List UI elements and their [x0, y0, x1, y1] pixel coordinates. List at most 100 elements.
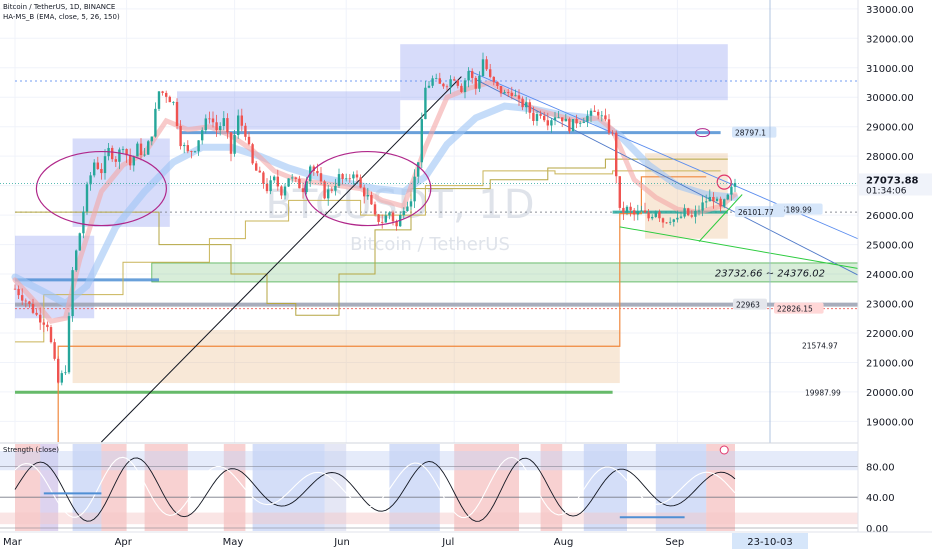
candle-body — [481, 59, 485, 76]
candle-body — [121, 149, 125, 150]
candle-body — [13, 288, 17, 290]
price-tick-label: 19000.00 — [866, 417, 914, 428]
candle-body — [129, 155, 132, 166]
oscillator-strip — [223, 444, 246, 531]
candle-body — [21, 295, 24, 301]
candle-body — [564, 118, 567, 122]
candle-body — [618, 176, 621, 208]
candle-body — [269, 180, 272, 192]
candle-body — [258, 170, 261, 173]
candle-body — [179, 125, 182, 147]
candle-body — [287, 178, 290, 187]
oscillator-legend[interactable]: Strength (close) — [3, 446, 59, 454]
zone-orange-support — [72, 330, 620, 384]
candle-body — [53, 342, 56, 359]
strength-line-fast — [14, 457, 736, 522]
candle-body — [49, 327, 53, 343]
price-tick-label: 25000.00 — [866, 241, 914, 252]
candle-body — [147, 141, 150, 155]
oscillator-strip — [324, 444, 347, 531]
candle-body — [579, 122, 582, 124]
price-tick-label: 30000.00 — [866, 93, 914, 104]
last-price-value: 27073.88 — [866, 175, 919, 186]
candle-body — [697, 210, 701, 212]
candle-body — [643, 210, 647, 213]
oscillator-pane — [0, 443, 858, 532]
candle-body — [600, 115, 603, 117]
candle-body — [60, 373, 63, 383]
candle-body — [456, 80, 459, 86]
candle-body — [89, 175, 92, 185]
candle-body — [291, 177, 294, 179]
candle-body — [157, 91, 161, 109]
symbol-legend[interactable]: Bitcoin / TetherUS, 1D, BINANCE — [3, 3, 116, 11]
candle-body — [244, 125, 247, 137]
oscillator-strip — [540, 444, 563, 531]
candle-body — [391, 212, 395, 222]
candle-body — [118, 149, 121, 162]
candle-body — [445, 86, 449, 88]
candle-body — [417, 162, 420, 177]
candle-body — [348, 178, 351, 180]
candle-body — [17, 288, 20, 296]
candle-body — [471, 71, 474, 78]
oscillator-strip — [15, 444, 41, 531]
candle-body — [424, 87, 427, 120]
candle-body — [557, 117, 560, 119]
candle-body — [499, 85, 503, 94]
candle-body — [676, 217, 679, 220]
candle-body — [226, 118, 229, 133]
price-tick-label: 29000.00 — [866, 123, 914, 134]
candle-body — [701, 202, 704, 211]
candle-body — [273, 176, 276, 181]
candle-body — [543, 115, 546, 121]
candle-body — [460, 85, 463, 93]
candle-body — [219, 126, 222, 131]
candle-body — [190, 151, 193, 152]
trendline-green — [619, 226, 865, 271]
price-tick-label: 33000.00 — [866, 5, 914, 16]
price-tick-label: 20000.00 — [866, 388, 914, 399]
annotation-circle-price — [716, 174, 732, 190]
price-tick-label: 24000.00 — [866, 270, 914, 281]
candle-body — [75, 250, 78, 271]
candle-body — [647, 212, 650, 219]
candle-body — [355, 174, 359, 178]
candle-body — [186, 145, 189, 152]
oscillator-tick-label: 80.00 — [866, 462, 895, 473]
candle-body — [208, 118, 211, 120]
candle-body — [672, 219, 675, 222]
price-tick-label: 31000.00 — [866, 64, 914, 75]
candle-body — [366, 195, 369, 197]
time-tick-label: Jun — [333, 537, 350, 548]
indicator-legend[interactable]: HA-MS_B (EMA, close, 5, 26, 150) — [3, 13, 120, 21]
candle-body — [229, 132, 233, 154]
level-label: 28797.1 — [735, 129, 766, 138]
candle-body — [337, 174, 341, 186]
candle-body — [427, 85, 431, 88]
level-label: 26189.99 — [776, 206, 812, 215]
candle-body — [431, 78, 434, 86]
candle-body — [211, 118, 215, 123]
candle-body — [550, 120, 553, 126]
candle-body — [96, 162, 99, 169]
candle-body — [255, 163, 258, 171]
countdown-value: 01:34:06 — [866, 186, 907, 196]
candle-body — [280, 186, 283, 196]
candle-body — [489, 69, 492, 77]
candle-body — [143, 154, 146, 156]
candle-body — [150, 136, 153, 142]
candle-body — [384, 215, 387, 223]
oscillator-alert-marker — [719, 445, 729, 455]
candle-body — [57, 358, 60, 383]
oscillator-strip — [252, 444, 325, 531]
candle-body — [233, 135, 236, 154]
candle-body — [82, 211, 85, 234]
level-label: 22963 — [736, 301, 760, 310]
candle-body — [301, 188, 305, 193]
candle-body — [323, 181, 326, 199]
last-price-tag — [859, 173, 932, 196]
time-tick-label: Mar — [3, 537, 23, 548]
trendline-black — [101, 76, 462, 443]
